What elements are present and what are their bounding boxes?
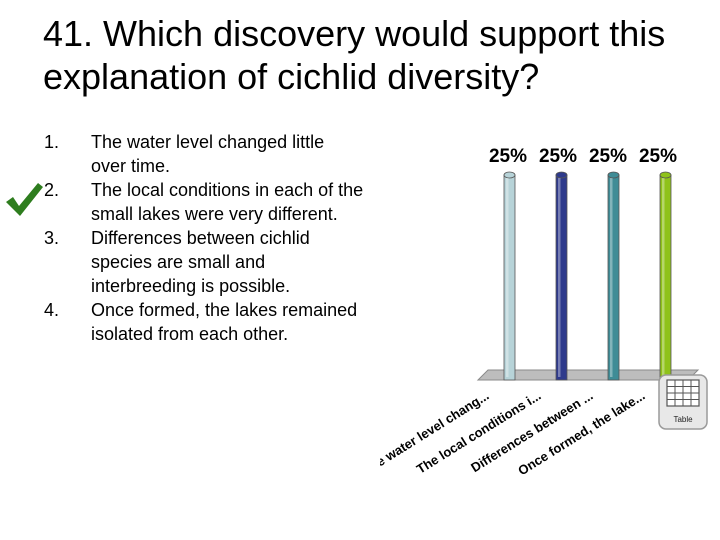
bar-value-label: 25% — [639, 146, 677, 167]
option-number: 4. — [44, 300, 60, 320]
table-button[interactable]: Table — [657, 373, 709, 431]
bar-highlight — [558, 178, 561, 377]
bar-top-cap — [607, 171, 620, 179]
answer-options: 1. The water level changed little over t… — [44, 130, 364, 346]
option-3[interactable]: 3. Differences between cichlid species a… — [44, 226, 364, 298]
bar-body — [659, 174, 672, 381]
option-text: The local conditions in each of the smal… — [91, 180, 364, 224]
bar-top-cap — [555, 171, 568, 179]
bar-body — [555, 174, 568, 381]
slide-title: 41. Which discovery would support this e… — [43, 13, 666, 97]
bar-highlight — [662, 178, 665, 377]
bar-1 — [503, 171, 516, 381]
option-2[interactable]: 2. The local conditions in each of the s… — [44, 178, 364, 226]
bar-4 — [659, 171, 672, 381]
checkmark-icon — [6, 183, 43, 216]
table-grid-icon — [666, 379, 700, 407]
option-4[interactable]: 4. Once formed, the lakes remained isola… — [44, 298, 364, 346]
bar-value-label: 25% — [539, 146, 577, 167]
option-1[interactable]: 1. The water level changed little over t… — [44, 130, 364, 178]
bar-3 — [607, 171, 620, 381]
option-number: 1. — [44, 132, 60, 152]
bar-value-label: 25% — [589, 146, 627, 167]
bar-2 — [555, 171, 568, 381]
bar-highlight — [506, 178, 509, 377]
option-text: Differences between cichlid species are … — [91, 228, 310, 296]
option-text: Once formed, the lakes remained isolated… — [91, 300, 358, 344]
option-number: 3. — [44, 228, 60, 248]
results-bar-chart: 25%The water level chang...25%The local … — [380, 146, 700, 478]
option-text: The water level changed little over time… — [91, 132, 325, 176]
bar-top-cap — [503, 171, 516, 179]
bar-body — [607, 174, 620, 381]
bar-body — [503, 174, 516, 381]
bar-value-label: 25% — [489, 146, 527, 167]
bar-highlight — [610, 178, 613, 377]
option-number: 2. — [44, 180, 60, 200]
bar-top-cap — [659, 171, 672, 179]
table-button-label: Table — [673, 415, 693, 424]
